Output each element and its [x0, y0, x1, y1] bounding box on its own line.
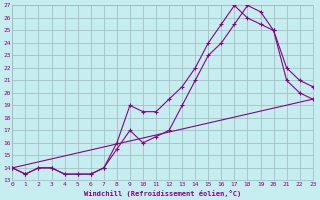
- X-axis label: Windchill (Refroidissement éolien,°C): Windchill (Refroidissement éolien,°C): [84, 190, 241, 197]
